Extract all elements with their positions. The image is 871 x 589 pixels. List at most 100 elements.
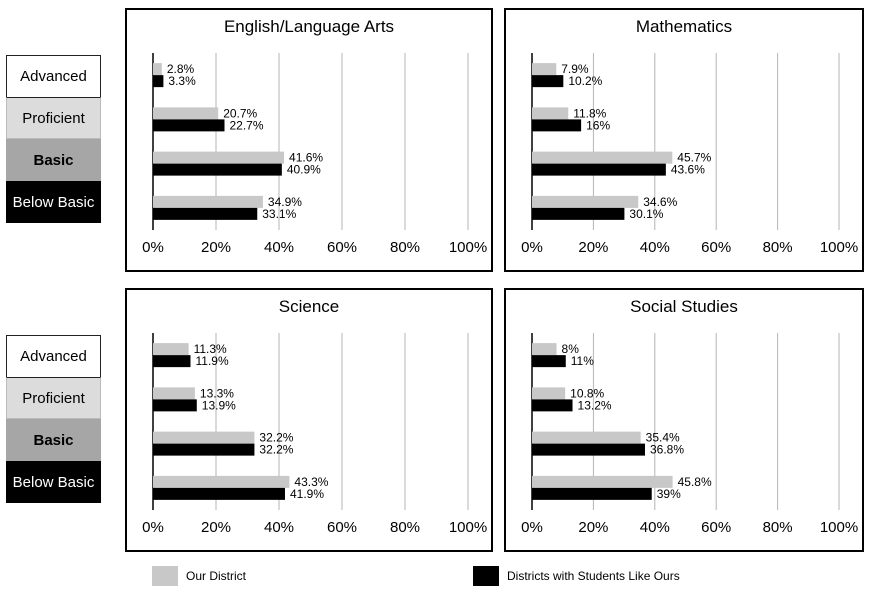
x-tick-label: 40%	[640, 239, 670, 256]
level-below-basic: Below Basic	[6, 461, 101, 503]
x-tick-label: 0%	[142, 519, 164, 536]
level-proficient: Proficient	[6, 377, 101, 419]
x-tick-label: 40%	[264, 239, 294, 256]
x-tick-label: 40%	[640, 519, 670, 536]
data-label: 10.8%	[570, 386, 604, 400]
chart-title: Social Studies	[630, 297, 738, 316]
legend-similar-districts: Districts with Students Like Ours	[473, 566, 680, 586]
bar-similar-districts	[153, 207, 258, 220]
data-label: 11.9%	[195, 354, 228, 368]
bar-our-district	[153, 431, 255, 444]
data-label: 2.8%	[167, 62, 195, 76]
data-label: 11.8%	[573, 106, 606, 120]
bar-our-district	[532, 387, 566, 400]
bar-similar-districts	[153, 163, 282, 176]
x-tick-label: 20%	[201, 519, 231, 536]
bar-our-district	[153, 343, 189, 356]
bar-our-district	[153, 475, 290, 488]
data-label: 45.7%	[677, 151, 711, 165]
data-label: 20.7%	[223, 106, 257, 120]
bar-similar-districts	[532, 75, 564, 88]
x-tick-label: 0%	[142, 239, 164, 256]
bar-our-district	[532, 151, 673, 164]
chart-title: Mathematics	[636, 17, 732, 36]
chart-panel-social-studies: Social Studies 0% 20% 40% 60% 80% 100% 8%11% 10.…	[504, 288, 864, 552]
bar-similar-districts	[532, 119, 582, 132]
x-tick-label: 80%	[390, 239, 420, 256]
data-label: 41.6%	[289, 151, 323, 165]
bar-our-district	[153, 151, 285, 164]
x-tick-label: 40%	[264, 519, 294, 536]
x-tick-label: 60%	[701, 519, 731, 536]
data-label: 34.6%	[643, 195, 677, 209]
level-proficient: Proficient	[6, 97, 101, 139]
bar-similar-districts	[153, 399, 197, 412]
data-label: 8%	[562, 342, 580, 356]
data-label: 43.6%	[671, 163, 705, 177]
legend-swatch-our-district	[152, 566, 178, 586]
data-label: 10.2%	[568, 74, 602, 88]
x-tick-label: 80%	[763, 519, 793, 536]
bar-similar-districts	[532, 399, 573, 412]
x-tick-label: 20%	[578, 519, 608, 536]
bar-our-district	[532, 195, 639, 208]
legend-label-similar-districts: Districts with Students Like Ours	[507, 569, 680, 583]
x-tick-label: 60%	[327, 519, 357, 536]
level-legend-top: Advanced Proficient Basic Below Basic	[6, 55, 101, 223]
bar-our-district	[153, 107, 219, 120]
x-tick-label: 0%	[521, 519, 543, 536]
x-tick-label: 100%	[820, 519, 858, 536]
level-basic: Basic	[6, 419, 101, 461]
chart-title: Science	[279, 297, 339, 316]
data-label: 43.3%	[294, 475, 328, 489]
x-tick-label: 80%	[763, 239, 793, 256]
level-below-basic: Below Basic	[6, 181, 101, 223]
x-tick-label: 100%	[449, 519, 487, 536]
bar-our-district	[153, 387, 195, 400]
x-tick-label: 20%	[578, 239, 608, 256]
data-label: 45.8%	[678, 475, 712, 489]
bar-our-district	[153, 195, 263, 208]
chart-panel-ela: English/Language Arts 0% 20% 40% 60% 80% 100% 2…	[125, 8, 493, 272]
panel-frame	[504, 288, 864, 552]
level-basic: Basic	[6, 139, 101, 181]
chart-title: English/Language Arts	[224, 17, 394, 36]
data-label: 41.9%	[290, 487, 324, 501]
x-tick-label: 60%	[701, 239, 731, 256]
chart-panel-mathematics: Mathematics 0% 20% 40% 60% 80% 100% 7.9%10.2% 11…	[504, 8, 864, 272]
x-tick-label: 80%	[390, 519, 420, 536]
legend-our-district: Our District	[152, 566, 246, 586]
data-label: 33.1%	[262, 207, 296, 221]
chart-panel-science: Science 0% 20% 40% 60% 80% 100% 11.3%11.9% 13.3%…	[125, 288, 493, 552]
panel-frame	[504, 8, 864, 272]
level-legend-bottom: Advanced Proficient Basic Below Basic	[6, 335, 101, 503]
data-label: 30.1%	[629, 207, 663, 221]
data-label: 32.2%	[259, 443, 293, 457]
bar-similar-districts	[153, 443, 255, 456]
bar-our-district	[532, 475, 673, 488]
data-label: 22.7%	[230, 118, 264, 132]
data-label: 39%	[657, 487, 681, 501]
bar-similar-districts	[532, 207, 625, 220]
bar-our-district	[532, 431, 641, 444]
data-label: 13.2%	[578, 398, 612, 412]
x-tick-label: 60%	[327, 239, 357, 256]
bar-similar-districts	[153, 119, 225, 132]
bar-similar-districts	[532, 163, 666, 176]
data-label: 3.3%	[168, 74, 196, 88]
bar-similar-districts	[153, 355, 191, 368]
data-label: 32.2%	[259, 431, 293, 445]
data-label: 36.8%	[650, 443, 684, 457]
data-label: 11%	[571, 354, 594, 368]
panel-frame	[125, 8, 493, 272]
bar-similar-districts	[532, 443, 645, 456]
data-label: 7.9%	[561, 62, 589, 76]
bar-our-district	[532, 107, 569, 120]
data-label: 13.3%	[200, 386, 234, 400]
x-tick-label: 100%	[820, 239, 858, 256]
x-tick-label: 100%	[449, 239, 487, 256]
data-label: 13.9%	[202, 398, 236, 412]
legend-swatch-similar-districts	[473, 566, 499, 586]
bar-our-district	[532, 63, 557, 76]
bar-similar-districts	[532, 487, 652, 500]
